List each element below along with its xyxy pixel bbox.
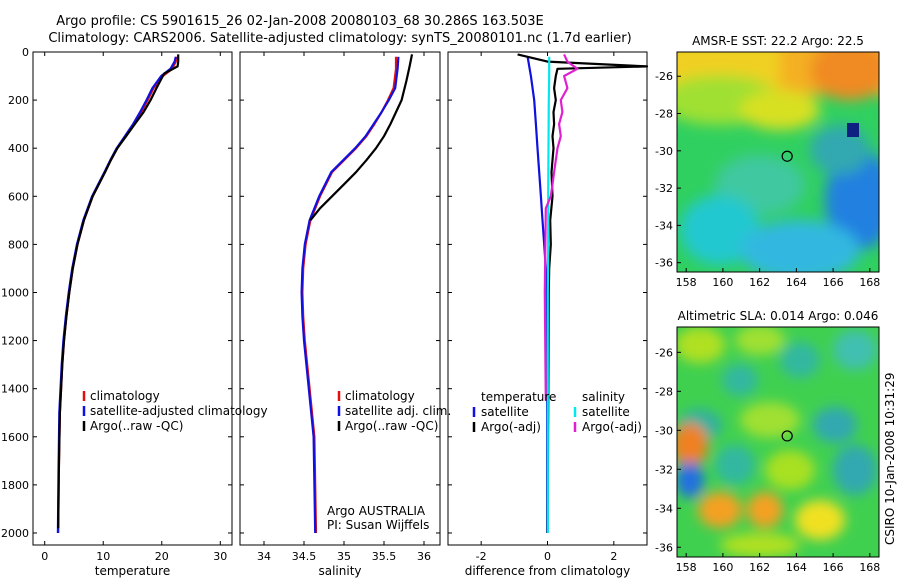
salinity-series-2 bbox=[309, 54, 414, 221]
temperature-ytick-label: 2000 bbox=[1, 527, 29, 540]
difference-xtick-label: 2 bbox=[610, 550, 617, 563]
sst_map-argo-position-marker bbox=[781, 150, 793, 162]
difference-xtick-label: -2 bbox=[476, 550, 487, 563]
temperature-ytick-label: 1000 bbox=[1, 286, 29, 299]
sla_map-xtick-label: 160 bbox=[712, 561, 733, 574]
salinity-series-1 bbox=[300, 56, 400, 534]
difference-salinity-legend-entry: salinity bbox=[582, 390, 625, 404]
sla-map bbox=[677, 327, 879, 557]
sla_map-xtick-label: 158 bbox=[676, 561, 697, 574]
sla_map-title: Altimetric SLA: 0.014 Argo: 0.046 bbox=[678, 309, 879, 323]
temperature-series-1 bbox=[56, 56, 177, 534]
sst_map-ytick-label: -32 bbox=[655, 182, 673, 195]
salinity-xtick-label: 36 bbox=[417, 550, 431, 563]
salinity-legend-entry: satellite adj. clim. bbox=[345, 404, 451, 418]
difference-temperature-legend-entry: satellite bbox=[481, 405, 529, 419]
salinity-xtick-label: 35 bbox=[337, 550, 351, 563]
sst_map-xtick-label: 158 bbox=[676, 276, 697, 289]
sst_map-ytick-label: -34 bbox=[655, 219, 673, 232]
salinity-xtick-label: 34 bbox=[257, 550, 271, 563]
temperature-xtick-label: 20 bbox=[155, 550, 169, 563]
salinity-series-0 bbox=[301, 56, 398, 534]
temperature-legend-entry: satellite-adjusted climatology bbox=[90, 404, 268, 418]
temperature-ytick-label: 800 bbox=[8, 238, 29, 251]
sst_map-xtick-label: 160 bbox=[712, 276, 733, 289]
salinity-xtick-label: 34.5 bbox=[292, 550, 317, 563]
sla_map-axes: Altimetric SLA: 0.014 Argo: 0.046 158 160 1… bbox=[655, 309, 880, 574]
sst_map-ytick-label: -30 bbox=[655, 145, 673, 158]
side-timestamp-label: CSIRO 10-Jan-2008 10:31:29 bbox=[883, 373, 897, 545]
difference-series-2 bbox=[546, 56, 551, 533]
sla_map-ytick-label: -26 bbox=[655, 346, 673, 359]
sst_map-ytick-label: -26 bbox=[655, 70, 673, 83]
difference-salinity-legend-entry: satellite bbox=[582, 405, 630, 419]
sst_map-xtick-label: 162 bbox=[749, 276, 770, 289]
temperature-legend-entry: climatology bbox=[90, 389, 160, 403]
sla_map-xtick-label: 168 bbox=[859, 561, 880, 574]
sla_map-ytick-label: -30 bbox=[655, 424, 673, 437]
sst_map-xtick-label: 166 bbox=[823, 276, 844, 289]
sla_map-xtick-label: 164 bbox=[786, 561, 807, 574]
temperature-ytick-label: 1800 bbox=[1, 479, 29, 492]
temperature-xtick-label: 0 bbox=[41, 550, 48, 563]
temperature-legend-entry: Argo(..raw -QC) bbox=[90, 419, 183, 433]
temperature-xtick-label: 30 bbox=[213, 550, 227, 563]
salinity-annotation: PI: Susan Wijffels bbox=[327, 518, 429, 532]
sst-map bbox=[677, 52, 879, 272]
temperature-ytick-label: 600 bbox=[8, 190, 29, 203]
sst-map-frame bbox=[676, 51, 880, 273]
sla_map-xtick-label: 162 bbox=[749, 561, 770, 574]
sla_map-ytick-label: -34 bbox=[655, 502, 673, 515]
salinity-annotation: Argo AUSTRALIA bbox=[327, 504, 426, 518]
temperature-ytick-label: 400 bbox=[8, 142, 29, 155]
difference-series-3 bbox=[543, 53, 579, 401]
temperature-ytick-label: 1200 bbox=[1, 335, 29, 348]
temperature-axes-frame bbox=[32, 51, 233, 546]
sst_map-axes: AMSR-E SST: 22.2 Argo: 22.5 158 160 162 164 1… bbox=[655, 34, 880, 289]
temperature-series-2 bbox=[57, 54, 180, 529]
temperature-plot: 0 10 20 30 0 200 400 600 800 1000 1200 1400 1600 1800… bbox=[1, 46, 268, 578]
figure-title: Argo profile: CS 5901615_26 02-Jan-2008 … bbox=[56, 14, 544, 29]
temperature-ytick-label: 1600 bbox=[1, 431, 29, 444]
difference-temperature-legend-entry: Argo(-adj) bbox=[481, 420, 541, 434]
sst_map-xtick-label: 164 bbox=[786, 276, 807, 289]
difference-xtick-label: 0 bbox=[544, 550, 551, 563]
difference-series-1 bbox=[517, 53, 649, 534]
difference-temperature-legend-entry: temperature bbox=[481, 390, 556, 404]
temperature-ytick-label: 0 bbox=[22, 46, 29, 59]
sla-map-frame bbox=[676, 326, 880, 558]
sla_map-xtick-label: 166 bbox=[823, 561, 844, 574]
salinity-legend-entry: Argo(..raw -QC) bbox=[345, 419, 438, 433]
sst_map-ytick-label: -28 bbox=[655, 108, 673, 121]
temperature-series-0 bbox=[57, 56, 179, 534]
salinity-xlabel: salinity bbox=[318, 564, 361, 578]
sst_map-ytick-label: -36 bbox=[655, 257, 673, 270]
salinity-xtick-label: 35.5 bbox=[372, 550, 397, 563]
salinity-axes-frame bbox=[239, 51, 441, 546]
temperature-xtick-label: 10 bbox=[96, 550, 110, 563]
difference-xlabel: difference from climatology bbox=[465, 564, 631, 578]
sla_map-ytick-label: -28 bbox=[655, 385, 673, 398]
salinity-legend-entry: climatology bbox=[345, 389, 415, 403]
temperature-xlabel: temperature bbox=[95, 564, 170, 578]
sla_map-ytick-label: -32 bbox=[655, 463, 673, 476]
sla_map-argo-position-marker bbox=[781, 430, 793, 442]
salinity-plot: 34 34.5 35 35.5 36 salinity climatologysatelli… bbox=[239, 51, 451, 578]
temperature-ytick-label: 200 bbox=[8, 94, 29, 107]
figure-subtitle: Climatology: CARS2006. Satellite-adjuste… bbox=[48, 31, 631, 46]
sst_map-title: AMSR-E SST: 22.2 Argo: 22.5 bbox=[692, 34, 864, 48]
difference-salinity-legend-entry: Argo(-adj) bbox=[582, 420, 642, 434]
sla_map-ytick-label: -36 bbox=[655, 541, 673, 554]
sst_map-xtick-label: 168 bbox=[859, 276, 880, 289]
temperature-ytick-label: 1400 bbox=[1, 383, 29, 396]
